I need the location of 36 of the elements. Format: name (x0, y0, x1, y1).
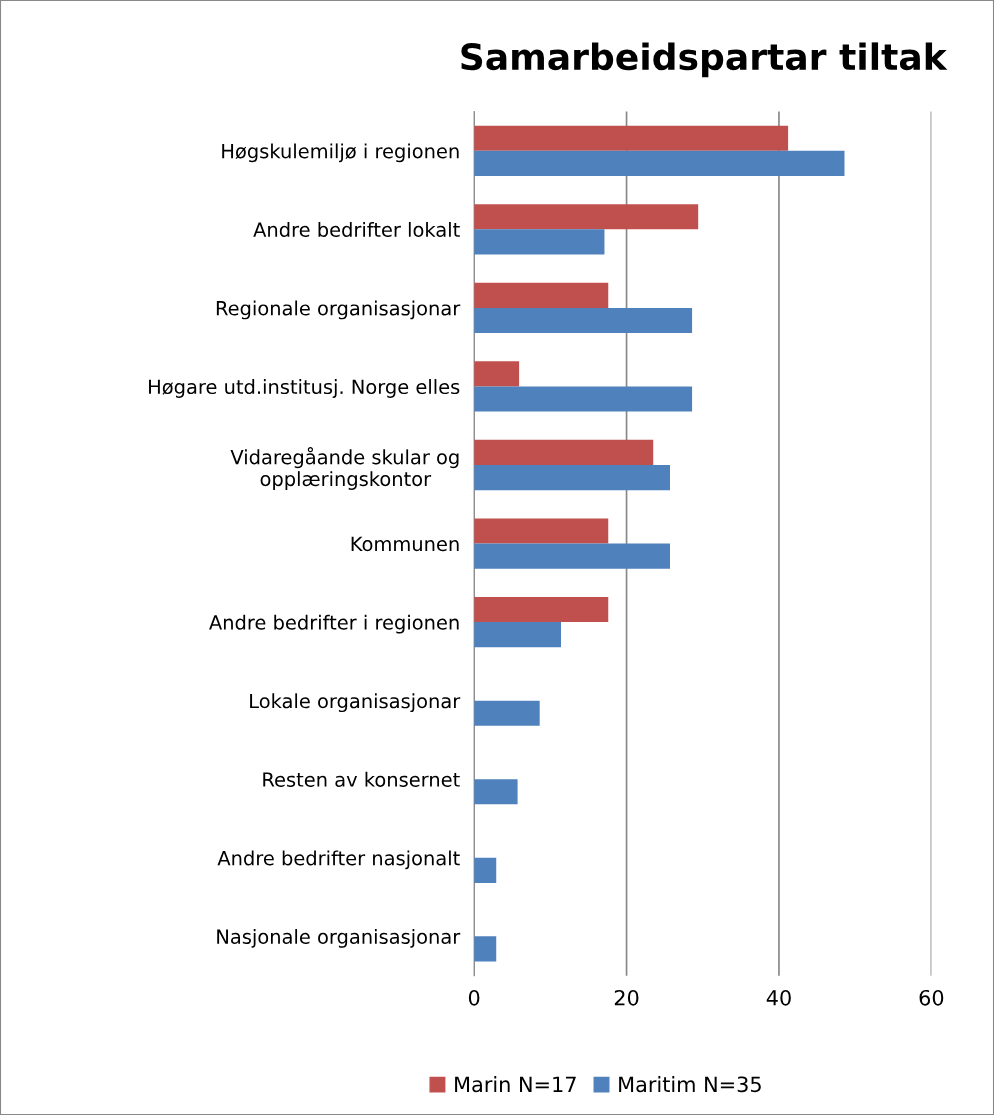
legend-label: Marin N=17 (455, 1076, 576, 1093)
y-tick-label: Kommunen (351, 536, 459, 552)
y-tick-label: Andre bedrifter i regionen (209, 614, 459, 634)
x-tick-label: 20 (614, 989, 639, 1006)
bar (474, 125, 789, 151)
y-tick-label: Høgskulemiljø i regionen (222, 143, 459, 163)
bar (474, 518, 609, 544)
bar (474, 596, 609, 623)
y-tick-label: Resten av konsernet (263, 771, 460, 787)
y-tick-label: Høgare utd.institusj. Norge elles (149, 379, 460, 398)
bar (474, 439, 654, 466)
bar (474, 150, 845, 176)
y-tick-label: Regionale organisasjonar (216, 300, 461, 320)
y-tick-label: Andre bedrifter nasjonalt (217, 850, 460, 870)
bar (474, 386, 693, 412)
bar (474, 307, 693, 334)
y-tick-label: Lokale organisasjonar (250, 693, 461, 713)
bar (474, 204, 699, 230)
bar (474, 229, 605, 255)
bar (474, 857, 497, 883)
chart-title: Samarbeidspartar tiltak (461, 42, 948, 78)
bar (474, 622, 562, 648)
bar (474, 700, 540, 726)
legend-label: Maritim N=35 (619, 1076, 761, 1093)
bar (474, 779, 518, 805)
bar (474, 936, 497, 962)
bar (474, 282, 609, 308)
bar (474, 543, 670, 569)
y-tick-label: Andre bedrifter lokalt (253, 221, 460, 237)
x-tick-label: 40 (766, 989, 791, 1006)
bar (474, 361, 520, 387)
y-tick-label: Vidaregåande skular og opplæringskontor (230, 447, 459, 490)
bar (474, 465, 670, 491)
x-tick-label: 0 (468, 989, 480, 1006)
x-tick-label: 60 (919, 989, 944, 1006)
y-tick-label: Nasjonale organisasjonar (217, 928, 461, 948)
